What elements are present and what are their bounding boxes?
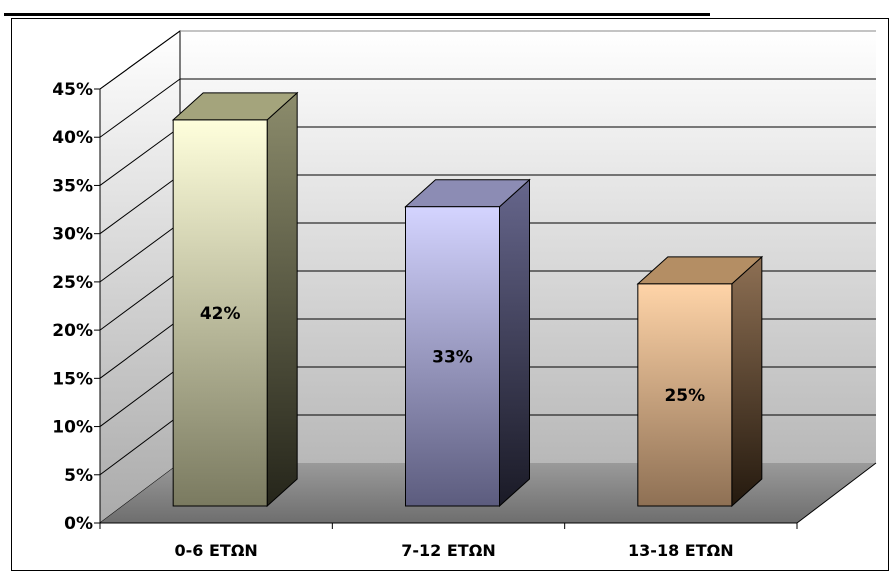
bar-front-face bbox=[637, 283, 733, 507]
y-tick-label: 45% bbox=[52, 80, 93, 100]
title-underline bbox=[4, 13, 710, 16]
y-tick-label: 40% bbox=[52, 128, 93, 148]
labels: 42% 0-6 ΕΤΩΝ 33% 7-12 ΕΤΩΝ 25% 13-18 ΕΤΩΝ bbox=[175, 304, 734, 560]
y-tick-label: 15% bbox=[52, 369, 93, 389]
category-label: 0-6 ΕΤΩΝ bbox=[175, 541, 258, 560]
y-tick-label: 0% bbox=[64, 514, 93, 534]
axes: 0% 5% 10% 15% 20% 25% 30% 35% 40% 45% bbox=[52, 80, 877, 534]
bar-side-face bbox=[731, 255, 763, 508]
bar-side-face bbox=[499, 178, 530, 508]
category-label: 13-18 ΕΤΩΝ bbox=[628, 541, 734, 560]
bar-front-face bbox=[405, 206, 500, 507]
data-label: 42% bbox=[200, 304, 241, 324]
y-tick-label: 20% bbox=[52, 321, 93, 341]
floor-right-edge bbox=[796, 462, 877, 524]
bar-0 bbox=[171, 91, 299, 508]
bar-1 bbox=[404, 178, 531, 508]
y-tick-label: 25% bbox=[52, 273, 93, 293]
bar-2 bbox=[636, 255, 764, 508]
y-tick-label: 30% bbox=[52, 225, 93, 245]
gridline bbox=[99, 78, 876, 138]
data-label: 25% bbox=[664, 386, 705, 406]
category-label: 7-12 ΕΤΩΝ bbox=[401, 541, 495, 560]
data-label: 33% bbox=[432, 347, 473, 367]
title-strip bbox=[0, 0, 720, 18]
bars bbox=[171, 91, 764, 508]
y-tick-label: 5% bbox=[64, 466, 93, 486]
bar-front-face bbox=[172, 119, 268, 507]
bar-side-face bbox=[266, 91, 298, 508]
side-wall bbox=[99, 30, 181, 524]
y-tick-label: 35% bbox=[52, 176, 93, 196]
y-tick-label: 10% bbox=[52, 418, 93, 438]
